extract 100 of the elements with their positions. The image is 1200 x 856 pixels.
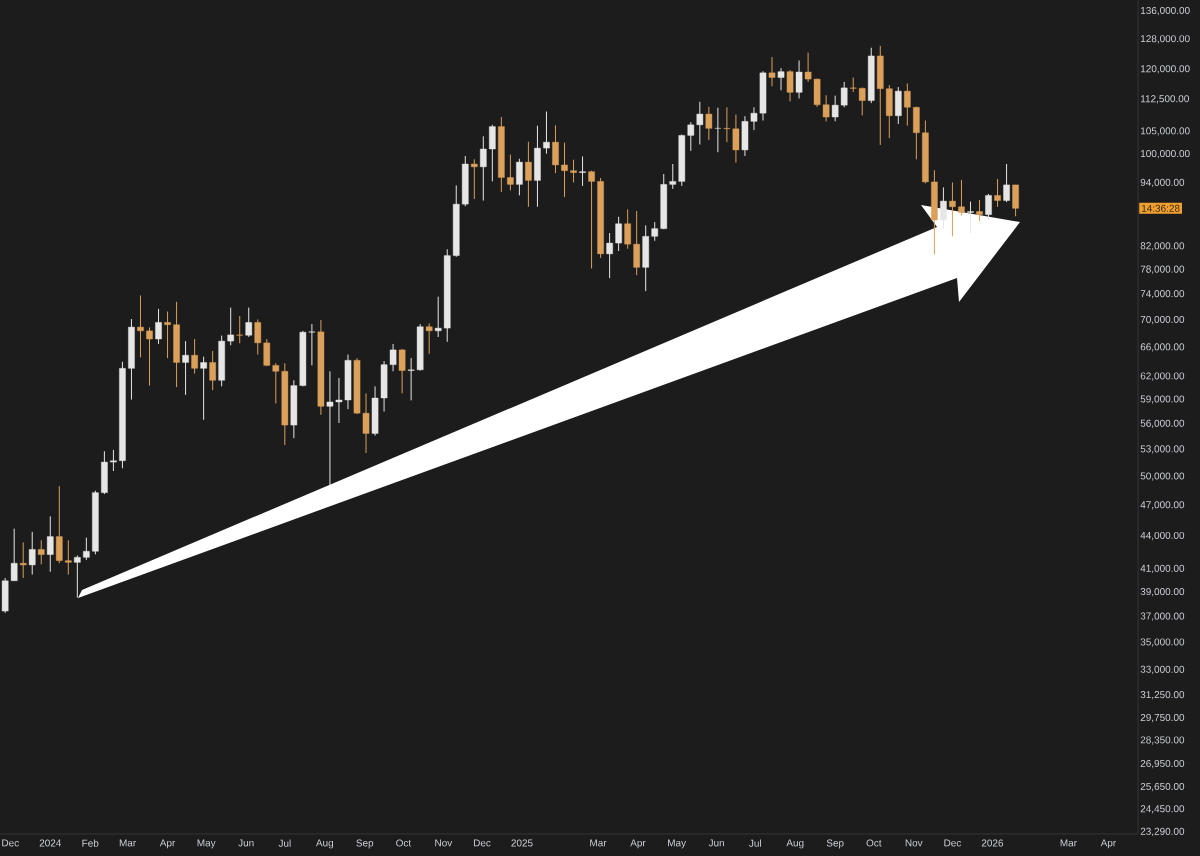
- y-tick-label: 74,000.00: [1140, 290, 1185, 299]
- candlestick: [822, 94, 830, 122]
- x-tick-label: Dec: [944, 839, 962, 847]
- x-tick-label: Dec: [2, 839, 19, 847]
- x-tick-label: Aug: [786, 839, 804, 849]
- candlestick: [606, 232, 613, 279]
- x-tick-label: Nov: [905, 839, 923, 847]
- y-tick-label: 105,000.00: [1140, 127, 1190, 136]
- y-tick-label: 70,000.00: [1140, 315, 1185, 325]
- candlestick: [245, 307, 253, 338]
- candlestick: [19, 541, 27, 579]
- y-tick-label: 25,650.00: [1140, 782, 1185, 792]
- candlestick: [777, 67, 785, 91]
- candlestick: [768, 56, 776, 87]
- candlestick: [480, 135, 487, 202]
- y-tick-label: 26,950.00: [1140, 759, 1185, 769]
- candlestick: [985, 193, 992, 221]
- x-tick-label: Apr: [630, 839, 646, 849]
- y-tick-label: 62,000.00: [1140, 372, 1185, 381]
- x-tick-label: Nov: [435, 839, 453, 847]
- candlestick: [994, 178, 1001, 208]
- x-tick-label: Feb: [82, 839, 99, 847]
- candlestick: [579, 155, 586, 187]
- candlestick: [227, 307, 234, 346]
- x-tick-label: Mar: [590, 839, 607, 847]
- y-tick-label: 59,000.00: [1140, 395, 1185, 404]
- x-tick-label: May: [668, 839, 687, 849]
- candlestick: [669, 163, 677, 190]
- x-tick-label: Sep: [356, 839, 374, 849]
- x-tick-label: Oct: [396, 839, 412, 847]
- y-tick-label: 28,350.00: [1140, 736, 1185, 745]
- y-tick-label: 136,000.00: [1140, 6, 1190, 16]
- x-tick-label: Sep: [826, 839, 844, 849]
- y-tick-label: 23,290.00: [1140, 827, 1185, 837]
- y-tick-label: 100,000.00: [1140, 150, 1190, 159]
- candlestick: [940, 186, 947, 230]
- y-tick-label: 29,750.00: [1140, 713, 1185, 723]
- y-tick-label: 47,000.00: [1140, 501, 1185, 510]
- text: 14:36:28: [1141, 204, 1180, 212]
- candlestick: [958, 179, 965, 217]
- candlestick: [525, 141, 532, 208]
- candlestick: [155, 308, 162, 345]
- candlestick: [28, 531, 36, 576]
- candlestick: [543, 110, 550, 155]
- candlestick: [65, 539, 72, 576]
- y-tick-label: 31,250.00: [1140, 691, 1185, 700]
- x-tick-label: May: [197, 839, 216, 849]
- candlestick: [110, 449, 117, 472]
- y-tick-label: 94,000.00: [1140, 178, 1185, 188]
- candlestick: [209, 350, 216, 391]
- x-tick-label: Aug: [315, 839, 334, 849]
- candlestick: [471, 158, 478, 200]
- y-tick-label: 39,000.00: [1140, 588, 1185, 597]
- candlestick: [489, 124, 496, 182]
- x-tick-label: Jun: [708, 839, 724, 847]
- candlestick: [633, 210, 640, 276]
- candlestick: [561, 142, 568, 198]
- y-tick-label: 128,000.00: [1140, 35, 1190, 44]
- y-tick-label: 35,000.00: [1140, 638, 1185, 647]
- y-tick-label: 50,000.00: [1140, 472, 1185, 481]
- candlestick: [967, 201, 974, 234]
- y-tick-label: 44,000.00: [1140, 531, 1185, 541]
- y-tick-label: 33,000.00: [1140, 665, 1185, 674]
- y-tick-label: 82,000.00: [1140, 242, 1185, 251]
- x-tick-label: 2026: [981, 839, 1004, 847]
- candlestick: [624, 208, 631, 250]
- candlestick: [516, 158, 523, 196]
- candlestick: [714, 107, 722, 153]
- candlestick: [570, 159, 577, 183]
- candlestick: [236, 315, 244, 344]
- candlestick: [750, 106, 758, 131]
- candlestick: [74, 554, 81, 599]
- y-tick-label: 37,000.00: [1140, 612, 1185, 621]
- candlestick: [904, 82, 911, 127]
- candlestick: [588, 170, 595, 270]
- x-tick-label: Mar: [1060, 839, 1077, 847]
- candlestick: [732, 113, 740, 164]
- candlestick: [507, 154, 514, 191]
- candlestick: [840, 81, 848, 108]
- candlestick: [46, 515, 54, 573]
- candlestick: [552, 124, 559, 174]
- x-tick-label: Jul: [278, 839, 291, 847]
- x-tick-label: Jun: [238, 839, 254, 847]
- x-tick-label: Apr: [159, 839, 176, 849]
- y-tick-label: 66,000.00: [1140, 343, 1185, 352]
- x-tick-label: Oct: [866, 839, 882, 847]
- y-tick-label: 53,000.00: [1140, 445, 1185, 454]
- candlestick: [308, 323, 316, 366]
- candlestick: [37, 539, 45, 565]
- x-tick-label: Dec: [473, 839, 491, 847]
- candlestick: [723, 106, 731, 143]
- candlestick: [976, 199, 983, 222]
- candlestick: [651, 221, 659, 242]
- candlestick: [200, 356, 207, 421]
- candlestick: [615, 216, 622, 252]
- candlestick: [164, 310, 171, 359]
- candlestick: [398, 348, 406, 394]
- candlestick: [137, 294, 144, 358]
- x-tick-label: Jul: [749, 839, 761, 847]
- candlestick: [949, 181, 956, 237]
